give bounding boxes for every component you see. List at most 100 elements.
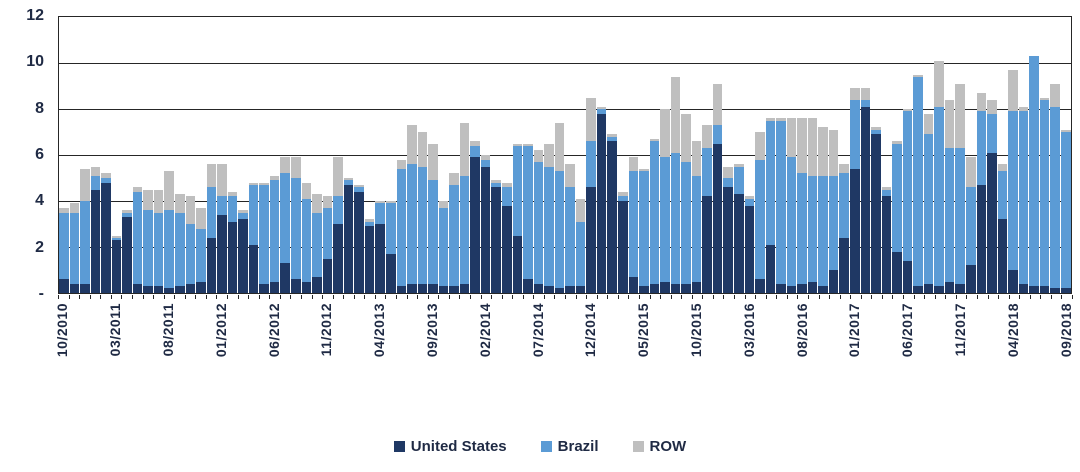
bar-segment-brazil [364, 221, 375, 227]
bar-segment-united-states [470, 157, 480, 293]
x-tick-mark [491, 295, 493, 299]
bar-segment-united-states [480, 166, 491, 293]
bar-segment-united-states [417, 283, 428, 293]
bar-10/2011 [185, 17, 196, 293]
bar-04/2016 [755, 17, 765, 293]
x-tick-mark [660, 295, 662, 299]
bar-segment-row [333, 157, 343, 197]
bar-segment-united-states [375, 224, 385, 293]
x-tick-mark [385, 295, 387, 299]
bar-segment-united-states [407, 283, 417, 293]
bar-segment-united-states [354, 191, 364, 293]
x-tick-mark [142, 295, 144, 299]
bar-segment-united-states [438, 286, 449, 293]
bar-segment-row [291, 157, 301, 179]
x-tick-mark [237, 295, 239, 299]
bar-12/2015 [712, 17, 723, 293]
bar-09/2015 [681, 17, 691, 293]
x-tick-mark [501, 295, 503, 299]
bar-segment-brazil [544, 166, 554, 287]
bar-segment-brazil [343, 180, 354, 185]
bar-segment-row [259, 182, 269, 185]
bar-segment-brazil [807, 175, 818, 282]
bar-03/2012 [238, 17, 248, 293]
bar-segment-row [385, 201, 396, 204]
x-tick-label: 09/2013 [423, 303, 440, 358]
x-tick-label: 08/2016 [793, 303, 810, 358]
x-tick-mark [269, 295, 271, 299]
bar-segment-united-states [850, 168, 860, 293]
bar-segment-brazil [533, 161, 544, 284]
bar-segment-row [101, 173, 111, 179]
bar-segment-united-states [322, 258, 333, 293]
bar-07/2018 [1039, 17, 1050, 293]
legend-swatch-icon [393, 441, 405, 452]
bar-10/2013 [438, 17, 449, 293]
bar-segment-row [1060, 129, 1071, 133]
bar-01/2018 [976, 17, 987, 293]
bar-segment-row [913, 74, 923, 77]
bar-segment-brazil [1039, 99, 1050, 287]
bar-06/2011 [143, 17, 153, 293]
gridline [59, 109, 1071, 110]
bar-segment-brazil [892, 143, 902, 252]
bar-segment-brazil [596, 109, 607, 114]
bar-segment-brazil [312, 212, 322, 277]
bar-06/2013 [396, 17, 407, 293]
bar-segment-brazil [385, 203, 396, 254]
bar-segment-united-states [175, 286, 185, 293]
bar-segment-brazil [523, 145, 533, 280]
bar-segment-row [417, 132, 428, 167]
bar-segment-united-states [1050, 288, 1060, 293]
bar-segment-row [533, 150, 544, 162]
x-tick-mark [565, 295, 566, 299]
x-tick-mark [786, 295, 788, 299]
y-axis-labels: 12 10 8 6 4 2 - [0, 7, 52, 302]
bar-segment-united-states [291, 279, 301, 293]
x-tick-mark [670, 295, 672, 299]
bar-segment-brazil [1050, 106, 1060, 289]
bar-segment-row [670, 76, 681, 153]
x-tick-mark [1061, 295, 1063, 299]
bar-segment-row [90, 166, 101, 176]
bar-segment-brazil [90, 175, 101, 190]
x-tick-label: 11/2017 [952, 303, 969, 357]
bar-segment-row [69, 203, 80, 213]
bar-segment-united-states [259, 283, 269, 293]
bar-segment-brazil [628, 171, 639, 277]
bar-segment-brazil [153, 212, 164, 287]
bar-segment-row [375, 201, 385, 204]
bar-segment-united-states [185, 283, 196, 293]
bar-08/2018 [1050, 17, 1060, 293]
bar-segment-row [132, 187, 143, 192]
x-tick-mark [311, 295, 313, 299]
bar-segment-united-states [111, 240, 122, 293]
bar-segment-brazil [987, 113, 997, 153]
bar-02/2018 [987, 17, 997, 293]
bar-segment-row [248, 182, 259, 185]
x-tick-mark [110, 295, 112, 299]
bar-segment-united-states [902, 260, 913, 293]
bar-segment-row [839, 164, 850, 174]
x-tick-label: 10/2010 [54, 303, 71, 358]
y-tick-label: 6 [35, 146, 44, 163]
x-tick-mark [121, 295, 123, 299]
legend-label: United States [410, 438, 507, 455]
bar-segment-united-states [575, 286, 586, 293]
bar-segment-united-states [459, 283, 470, 293]
bar-09/2013 [428, 17, 438, 293]
x-tick-mark [258, 295, 260, 299]
bar-segment-united-states [860, 106, 871, 293]
bar-01/2011 [90, 17, 101, 293]
bar-segment-united-states [776, 283, 786, 293]
x-tick-mark [322, 295, 324, 299]
bar-segment-row [860, 88, 871, 100]
bar-segment-row [438, 201, 449, 208]
bar-segment-row [786, 118, 797, 158]
bar-segment-brazil [850, 99, 860, 169]
x-tick-mark [924, 295, 926, 299]
bar-05/2011 [132, 17, 143, 293]
bar-segment-united-states [839, 237, 850, 293]
bar-segment-brazil [734, 166, 744, 195]
bar-segment-united-states [153, 286, 164, 293]
